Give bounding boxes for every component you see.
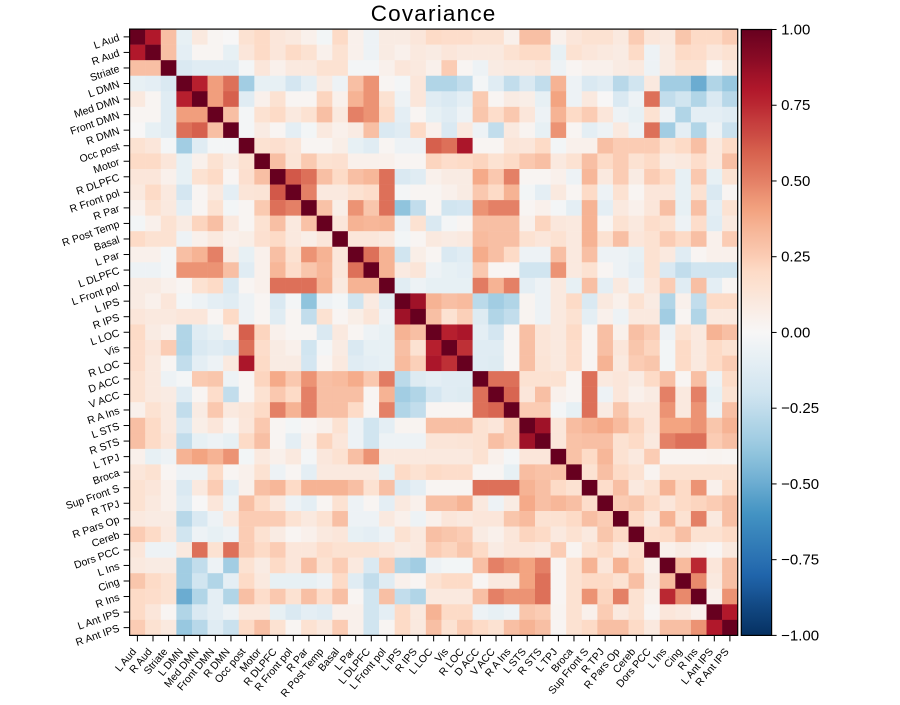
svg-text:−0.25: −0.25 (781, 400, 819, 417)
svg-text:1.00: 1.00 (781, 22, 810, 39)
svg-text:Covariance: Covariance (371, 1, 497, 26)
svg-text:−0.50: −0.50 (781, 476, 819, 493)
svg-text:0.75: 0.75 (781, 97, 810, 114)
svg-text:−1.00: −1.00 (781, 627, 819, 644)
svg-text:0.50: 0.50 (781, 173, 810, 190)
svg-text:0.25: 0.25 (781, 249, 810, 266)
svg-text:0.00: 0.00 (781, 324, 810, 341)
svg-text:Vis: Vis (104, 343, 122, 359)
svg-text:−0.75: −0.75 (781, 552, 819, 569)
